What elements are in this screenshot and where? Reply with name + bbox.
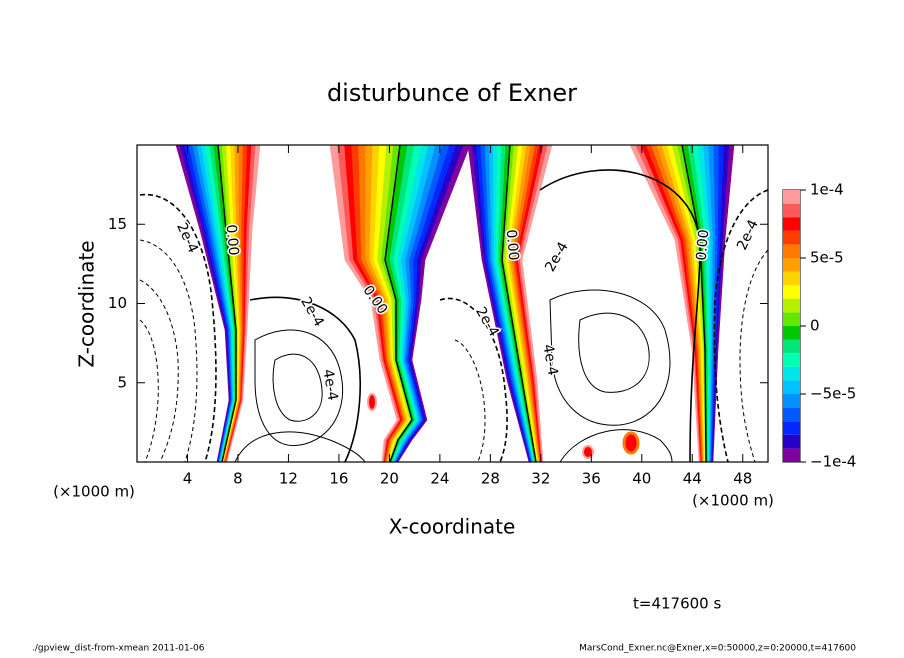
- contour-lines: [139, 169, 768, 462]
- colorbar-band: [783, 353, 800, 367]
- zero-contour: [681, 145, 707, 462]
- colorbar-band: [783, 326, 800, 340]
- x-tick-label: 16: [329, 470, 348, 488]
- x-tick-label: 24: [430, 470, 449, 488]
- colorbar-band: [783, 285, 800, 299]
- x-tick-label: 44: [683, 470, 702, 488]
- zero-contour: [501, 145, 537, 462]
- colorbar-band: [783, 190, 800, 204]
- colorbar-band: [783, 366, 800, 381]
- colorbar-band: [783, 217, 800, 231]
- filled-band: [629, 145, 701, 462]
- colorbar-band: [783, 407, 800, 422]
- time-label: t=417600 s: [633, 595, 721, 613]
- y-tick-label: 5: [117, 373, 127, 391]
- colorbar-band: [783, 448, 800, 462]
- x-tick-label: 32: [531, 470, 550, 488]
- colorbar-band: [783, 380, 800, 394]
- colorbar-band: [783, 394, 800, 408]
- colorbar-tick-label: −5e-5: [810, 385, 856, 403]
- x-tick-label: 20: [380, 470, 399, 488]
- contour-label: 0.00: [694, 229, 713, 261]
- colorbar-band: [783, 434, 800, 449]
- colorbar-tick-label: 5e-5: [810, 249, 844, 267]
- y-axis-label: Z-coordinate: [75, 240, 99, 367]
- filled-contours: [175, 145, 735, 462]
- x-tick-label: 28: [481, 470, 500, 488]
- contour-label: 0.00: [503, 229, 522, 261]
- colorbar-band: [783, 244, 800, 258]
- x-tick-label: 40: [632, 470, 651, 488]
- colorbar-tick-label: 0: [810, 317, 820, 335]
- footer-right: MarsCond_Exner.nc@Exner,x=0:50000,z=0:20…: [579, 644, 856, 654]
- colorbar-band: [783, 298, 800, 313]
- hot-spots: [367, 393, 640, 459]
- y-tick-label: 10: [108, 294, 127, 312]
- y-unit: (×1000 m): [53, 483, 135, 501]
- colorbar-band: [783, 230, 800, 245]
- x-tick-label: 36: [582, 470, 601, 488]
- colorbar-band: [783, 271, 800, 286]
- colorbar-tick-label: 1e-4: [810, 181, 844, 199]
- filled-band: [519, 145, 553, 462]
- colorbar-band: [783, 421, 800, 435]
- filled-band: [226, 145, 261, 462]
- colorbar-band: [783, 203, 800, 218]
- colorbar-band: [783, 339, 800, 354]
- colorbar-band: [783, 258, 800, 272]
- x-axis-label: X-coordinate: [389, 515, 516, 539]
- chart-title: disturbunce of Exner: [327, 79, 577, 107]
- y-tick-label: 15: [108, 215, 127, 233]
- x-tick-label: 4: [183, 470, 193, 488]
- x-unit: (×1000 m): [692, 492, 774, 510]
- x-tick-label: 48: [733, 470, 752, 488]
- footer-left: ./gpview_dist-from-xmean 2011-01-06: [32, 644, 205, 654]
- zero-contour: [217, 145, 237, 462]
- x-tick-label: 12: [279, 470, 298, 488]
- colorbar-tick-label: −1e-4: [810, 453, 856, 471]
- zero-contour: [384, 145, 413, 462]
- x-tick-label: 8: [233, 470, 243, 488]
- filled-band: [329, 145, 399, 462]
- colorbar-band: [783, 312, 800, 326]
- contour-label: 0.00: [223, 224, 242, 256]
